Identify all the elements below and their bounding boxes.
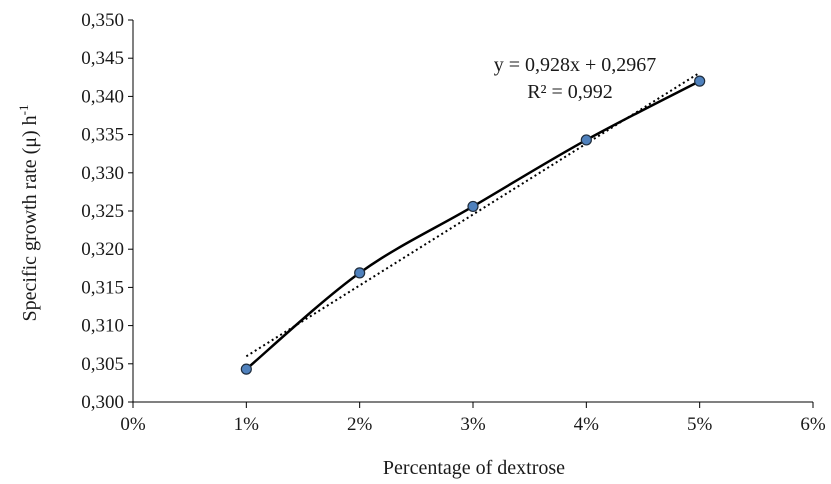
y-axis-title-superscript: -1 bbox=[16, 104, 31, 115]
series-line bbox=[245, 80, 701, 371]
trendline-equation: y = 0,928x + 0,2967 bbox=[494, 54, 657, 76]
y-tick-label: 0,345 bbox=[81, 48, 124, 69]
data-point bbox=[354, 267, 366, 279]
x-tick-label: 1% bbox=[234, 414, 260, 435]
data-point bbox=[580, 134, 592, 146]
y-tick-label: 0,305 bbox=[81, 354, 124, 375]
y-tick-label: 0,340 bbox=[81, 86, 124, 107]
y-tick-label: 0,350 bbox=[81, 10, 124, 31]
data-point bbox=[467, 200, 479, 213]
y-tick-label: 0,325 bbox=[81, 201, 124, 222]
y-tick-label: 0,310 bbox=[81, 316, 124, 337]
y-tick-label: 0,335 bbox=[81, 125, 124, 146]
x-tick-label: 4% bbox=[574, 414, 600, 435]
y-axis-ticks: 0,300 0,305 0,310 0,315 0,320 0,325 0,330 0,335… bbox=[81, 10, 133, 413]
x-tick-label: 2% bbox=[347, 414, 373, 435]
y-axis-title: Specific growth rate (μ) h-1 bbox=[16, 104, 41, 321]
x-tick-label: 5% bbox=[687, 414, 713, 435]
x-tick-label: 0% bbox=[120, 414, 146, 435]
y-axis-title-main: Specific growth rate (μ) h bbox=[19, 115, 41, 321]
x-axis-title: Percentage of dextrose bbox=[383, 457, 565, 479]
x-axis-ticks: 0% 1% 2% 3% 4% 5% 6% bbox=[120, 402, 826, 435]
data-points bbox=[240, 75, 706, 375]
y-tick-label: 0,315 bbox=[81, 277, 124, 298]
trendline-r2: R² = 0,992 bbox=[527, 81, 613, 103]
x-tick-label: 3% bbox=[460, 414, 486, 435]
y-tick-label: 0,300 bbox=[81, 392, 124, 413]
data-point bbox=[240, 363, 252, 375]
y-tick-label: 0,320 bbox=[81, 239, 124, 260]
data-point bbox=[694, 75, 706, 87]
y-tick-label: 0,330 bbox=[81, 163, 124, 184]
x-tick-label: 6% bbox=[800, 414, 826, 435]
